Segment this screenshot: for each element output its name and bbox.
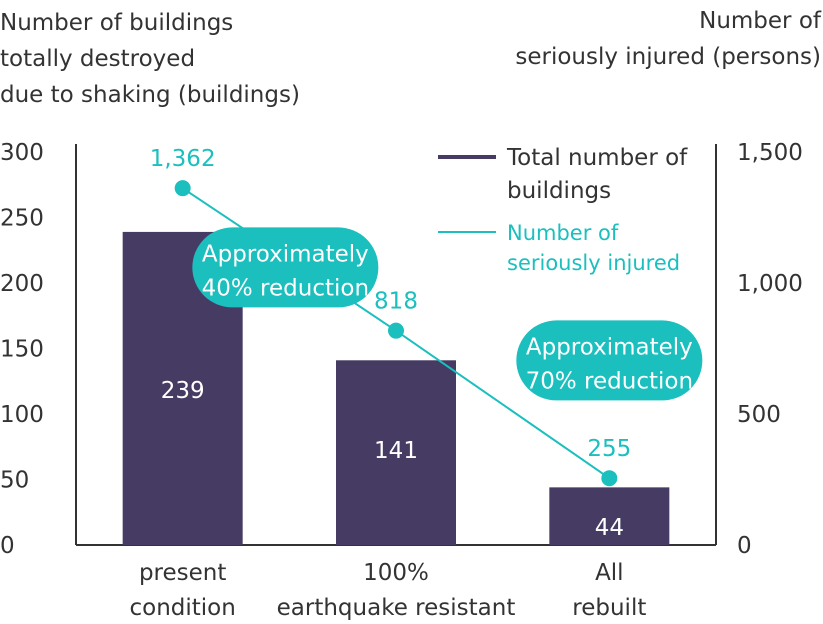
category-label: 100% earthquake resistant <box>277 560 516 621</box>
callouts: Approximately 40% reduction Approximately 7… <box>192 227 703 401</box>
bar-value-label: 141 <box>374 438 418 464</box>
legend-label: Total number of buildings <box>506 145 688 204</box>
right-tick-label: 1,500 <box>737 140 803 166</box>
bar <box>549 487 670 545</box>
left-axis-ticks: 0 50 100 150 200 250 300 <box>0 140 44 559</box>
reduction-callout: Approximately 70% reduction <box>516 320 703 401</box>
left-tick-label: 200 <box>0 271 44 297</box>
right-tick-label: 1,000 <box>737 271 803 297</box>
bar-value-label: 44 <box>595 515 624 541</box>
callout-bubble <box>516 320 703 401</box>
right-tick-label: 500 <box>737 402 781 428</box>
line-point <box>601 470 618 487</box>
left-tick-label: 150 <box>0 337 44 363</box>
left-tick-label: 100 <box>0 402 44 428</box>
bar <box>336 360 456 545</box>
line-value-label: 255 <box>587 436 631 462</box>
legend-label: Number of seriously injured <box>507 221 680 275</box>
line-value-label: 1,362 <box>150 146 216 172</box>
callout-text: Approximately 70% reduction <box>526 334 693 394</box>
line-point <box>388 322 404 339</box>
left-axis-title: Number of buildings totally destroyed due … <box>0 10 300 108</box>
line-point <box>174 180 191 197</box>
line-value-label: 818 <box>374 289 418 315</box>
callout-text: Approximately 40% reduction <box>202 241 369 301</box>
reduction-callout: Approximately 40% reduction <box>192 227 379 308</box>
category-label: present condition <box>129 560 235 621</box>
left-tick-label: 250 <box>0 206 44 232</box>
right-axis-ticks: 0 500 1,000 1,500 <box>737 140 803 559</box>
right-axis-title: Number of seriously injured (persons) <box>515 8 822 70</box>
legend-item: Total number of buildings <box>438 145 688 204</box>
left-tick-label: 0 <box>0 533 15 559</box>
category-labels: present condition 100% earthquake resistant… <box>129 560 646 621</box>
legend-item: Number of seriously injured <box>438 221 680 275</box>
axis-titles: Number of buildings totally destroyed due … <box>0 8 822 108</box>
right-tick-label: 0 <box>737 533 752 559</box>
bar-value-label: 239 <box>161 378 205 404</box>
callout-bubble <box>192 227 379 308</box>
legend: Total number of buildings Number of serious… <box>438 145 688 275</box>
category-label: All rebuilt <box>572 560 646 621</box>
left-tick-label: 50 <box>0 468 29 494</box>
left-tick-label: 300 <box>0 140 44 166</box>
